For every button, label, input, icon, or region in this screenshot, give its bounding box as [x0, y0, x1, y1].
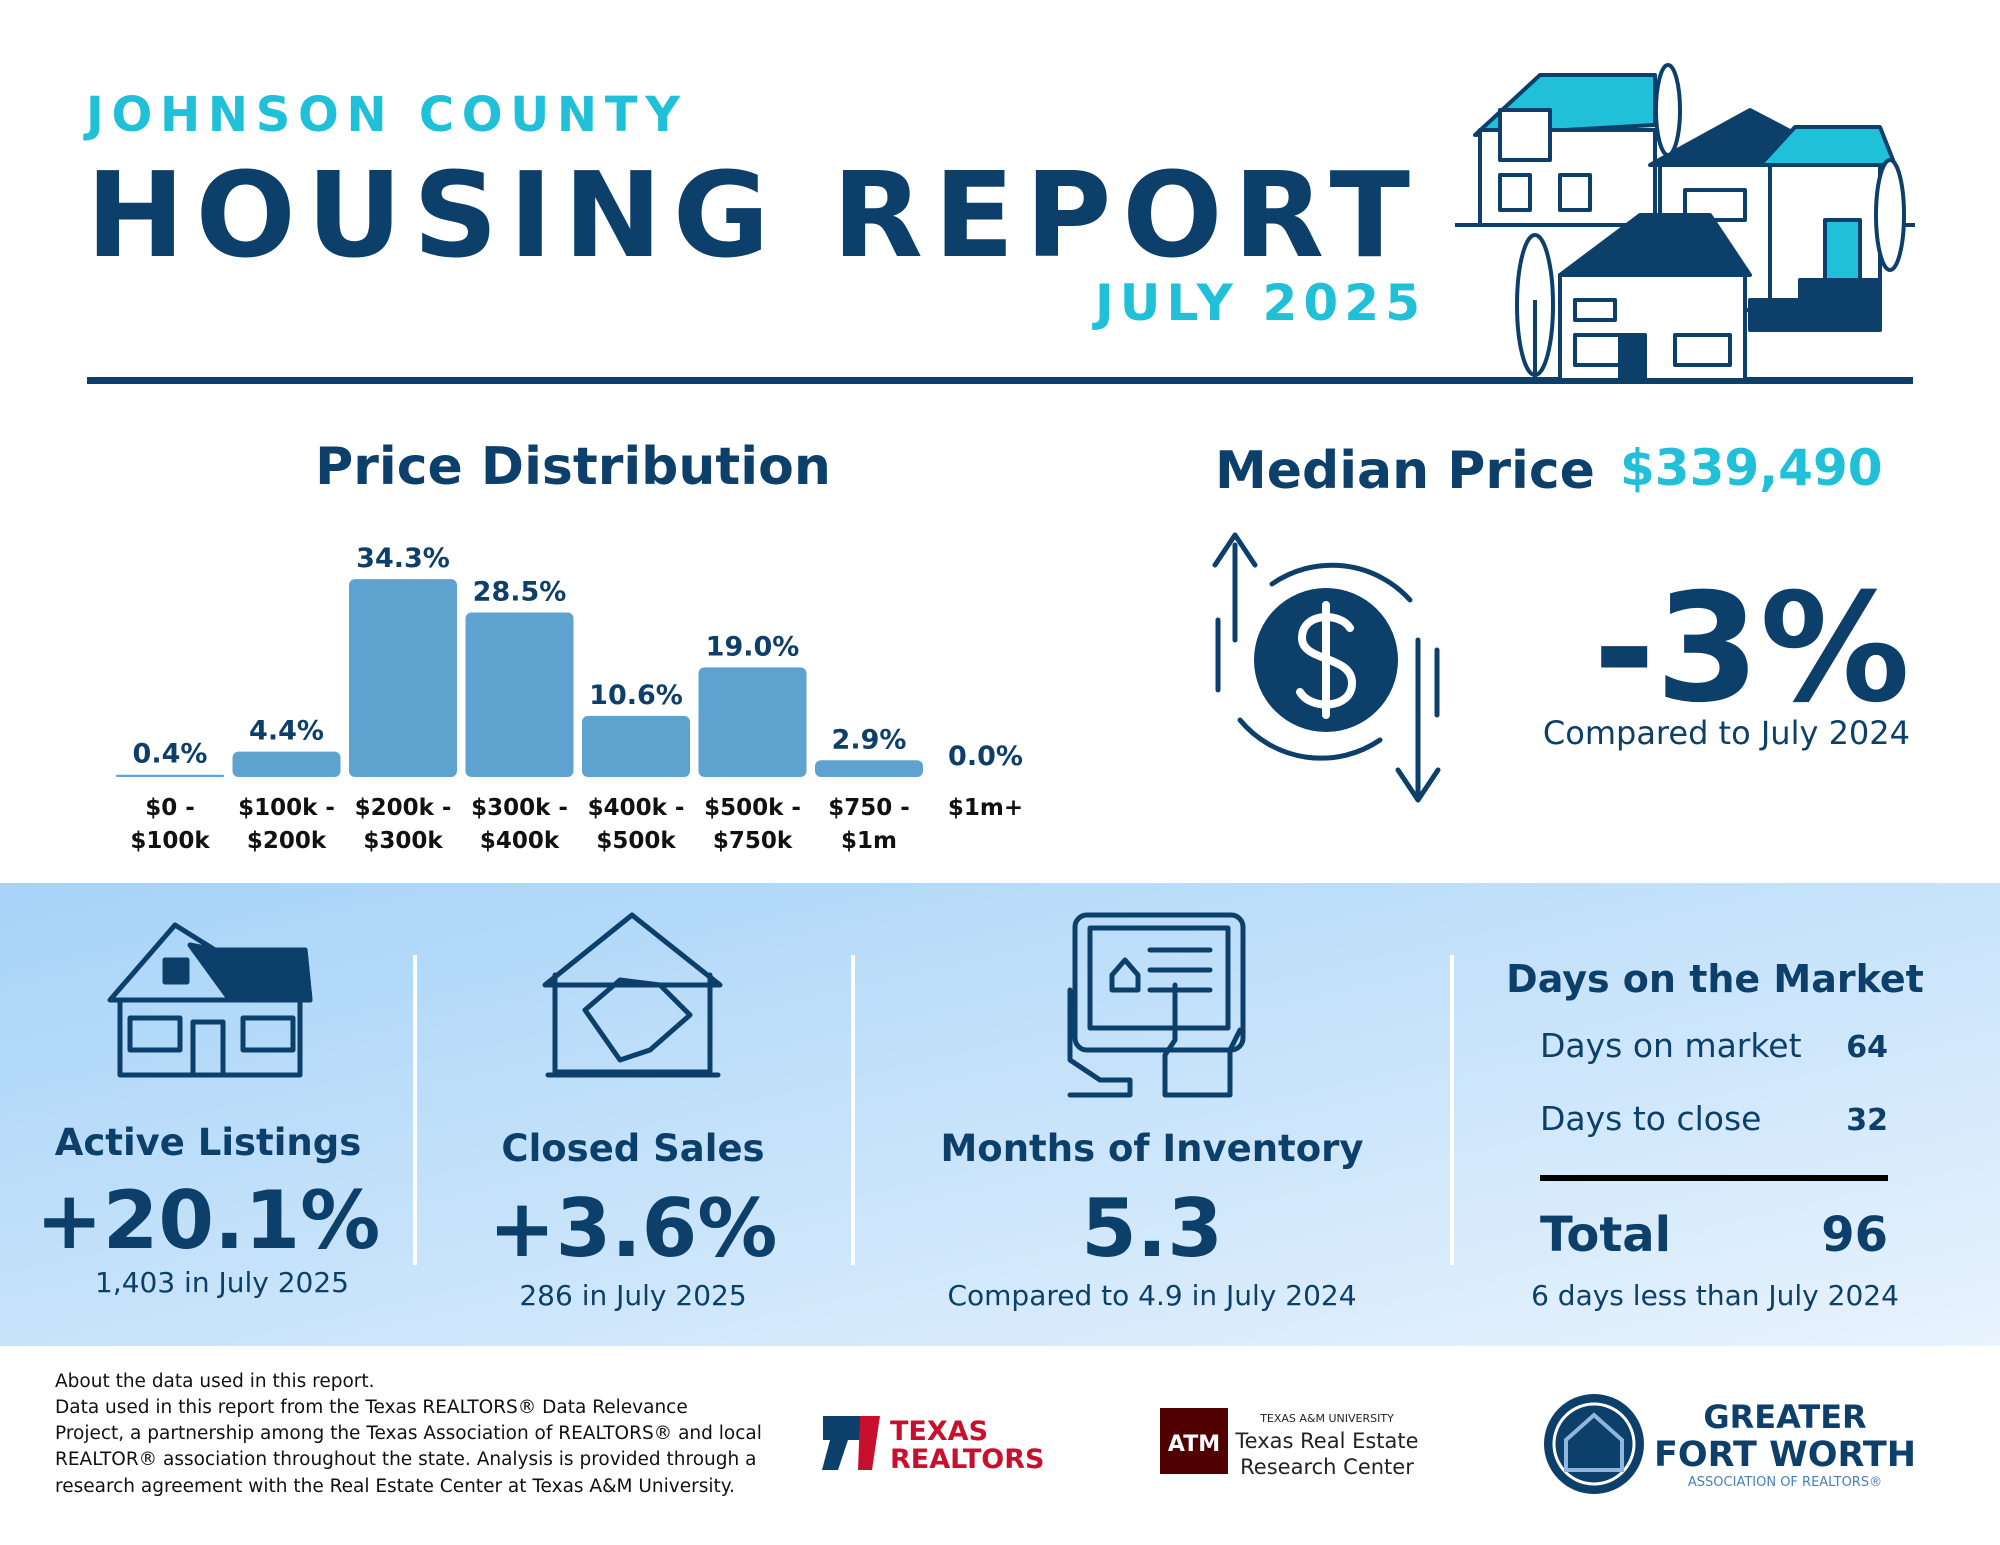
stat-value: 5.3 [1081, 1182, 1223, 1275]
bar [465, 612, 574, 777]
dom-row-label: Days on market [1540, 1026, 1802, 1065]
category-label: $500k [596, 828, 676, 854]
category-label: $750 - [828, 795, 910, 821]
house-icon [107, 922, 313, 1078]
stat-title: Active Listings [55, 1121, 362, 1164]
value-label: 10.6% [589, 680, 683, 711]
value-label: 0.4% [133, 739, 208, 770]
divider [87, 377, 1913, 384]
dom-row-value: 64 [1846, 1030, 1888, 1065]
tamu-logo: ATM TEXAS A&M UNIVERSITY Texas Real Esta… [1160, 1408, 1419, 1479]
value-label: 19.0% [706, 631, 800, 662]
bar [232, 751, 341, 777]
dom-row-value: 32 [1846, 1103, 1888, 1138]
footer-line: Data used in this report from the Texas … [55, 1397, 688, 1418]
handshake-icon [542, 912, 723, 1078]
dom-title: Days on the Market [1506, 957, 1924, 1001]
median-comparison: Compared to July 2024 [1543, 714, 1910, 752]
logo-text: Research Center [1240, 1455, 1414, 1479]
logo-text: Texas Real Estate [1234, 1429, 1418, 1453]
total-rule [1540, 1175, 1888, 1181]
title: HOUSING REPORT [86, 146, 1410, 284]
stat-note: 1,403 in July 2025 [95, 1266, 349, 1299]
category-label: $1m [841, 828, 897, 854]
category-label: $500k - [704, 795, 801, 821]
category-label: $400k - [588, 795, 685, 821]
chart-title: Price Distribution [315, 437, 831, 497]
stat-title: Months of Inventory [940, 1127, 1363, 1170]
value-label: 4.4% [249, 716, 324, 747]
dom-total-value: 96 [1821, 1207, 1888, 1263]
texas-realtors-logo: TEXAS REALTORS [822, 1416, 1044, 1475]
dom-row-label: Days to close [1540, 1099, 1761, 1138]
bar [349, 579, 457, 777]
footer-line: Project, a partnership among the Texas A… [55, 1423, 762, 1444]
value-label: 28.5% [473, 577, 567, 608]
category-label: $100k - [238, 795, 335, 821]
logo-text: TEXAS [890, 1416, 988, 1447]
bar [582, 715, 690, 777]
median-change: -3% [1593, 562, 1910, 736]
bar [815, 760, 923, 777]
logo-text: FORT WORTH [1654, 1435, 1916, 1475]
logo-mark: ATM [1168, 1432, 1220, 1457]
category-label: $750k [713, 828, 793, 854]
logo-text: ASSOCIATION OF REALTORS® [1688, 1475, 1882, 1490]
footer-line: About the data used in this report. [55, 1371, 375, 1392]
footer-line: research agreement with the Real Estate … [55, 1476, 735, 1497]
stat-note: Compared to 4.9 in July 2024 [947, 1279, 1356, 1312]
median-value: $339,490 [1620, 439, 1883, 497]
category-label: $300k - [471, 795, 568, 821]
value-label: 2.9% [832, 724, 907, 755]
tablet-icon [1067, 912, 1246, 1098]
dom-total-label: Total [1540, 1207, 1671, 1263]
category-label: $200k [247, 828, 327, 854]
category-label: $0 - [145, 795, 195, 821]
stat-value: +3.6% [489, 1182, 778, 1275]
stat-note: 286 in July 2025 [519, 1279, 746, 1312]
dom-note: 6 days less than July 2024 [1531, 1279, 1899, 1312]
dividers [413, 955, 1454, 1265]
bar [698, 667, 807, 777]
stat-value: +20.1% [36, 1174, 381, 1267]
subtitle: JOHNSON COUNTY [83, 87, 681, 143]
category-label: $1m+ [948, 795, 1023, 821]
logo-text: REALTORS [890, 1444, 1044, 1475]
logo-text: GREATER [1703, 1398, 1866, 1436]
footer-line: REALTOR® association throughout the stat… [55, 1449, 756, 1470]
houses-illustration [1455, 63, 1915, 382]
dollar-icon [1212, 532, 1441, 803]
date: JULY 2025 [1092, 274, 1420, 332]
stat-title: Closed Sales [501, 1127, 764, 1170]
footer-text: About the data used in this report. Data… [55, 1371, 762, 1497]
category-label: $400k [480, 828, 560, 854]
category-label: $300k [363, 828, 443, 854]
gfw-logo: GREATER FORT WORTH ASSOCIATION OF REALTO… [1544, 1394, 1916, 1494]
bar [116, 774, 224, 777]
median-label: Median Price [1215, 441, 1595, 501]
bar-chart: 0.4% $0 - $100k 4.4% $100k - $200k 34.3% $200k … [116, 543, 1023, 854]
category-label: $200k - [355, 795, 452, 821]
value-label: 34.3% [356, 543, 450, 574]
logo-text: TEXAS A&M UNIVERSITY [1259, 1412, 1394, 1425]
category-label: $100k [130, 828, 210, 854]
value-label: 0.0% [948, 741, 1023, 772]
stats-band [0, 883, 2000, 1346]
